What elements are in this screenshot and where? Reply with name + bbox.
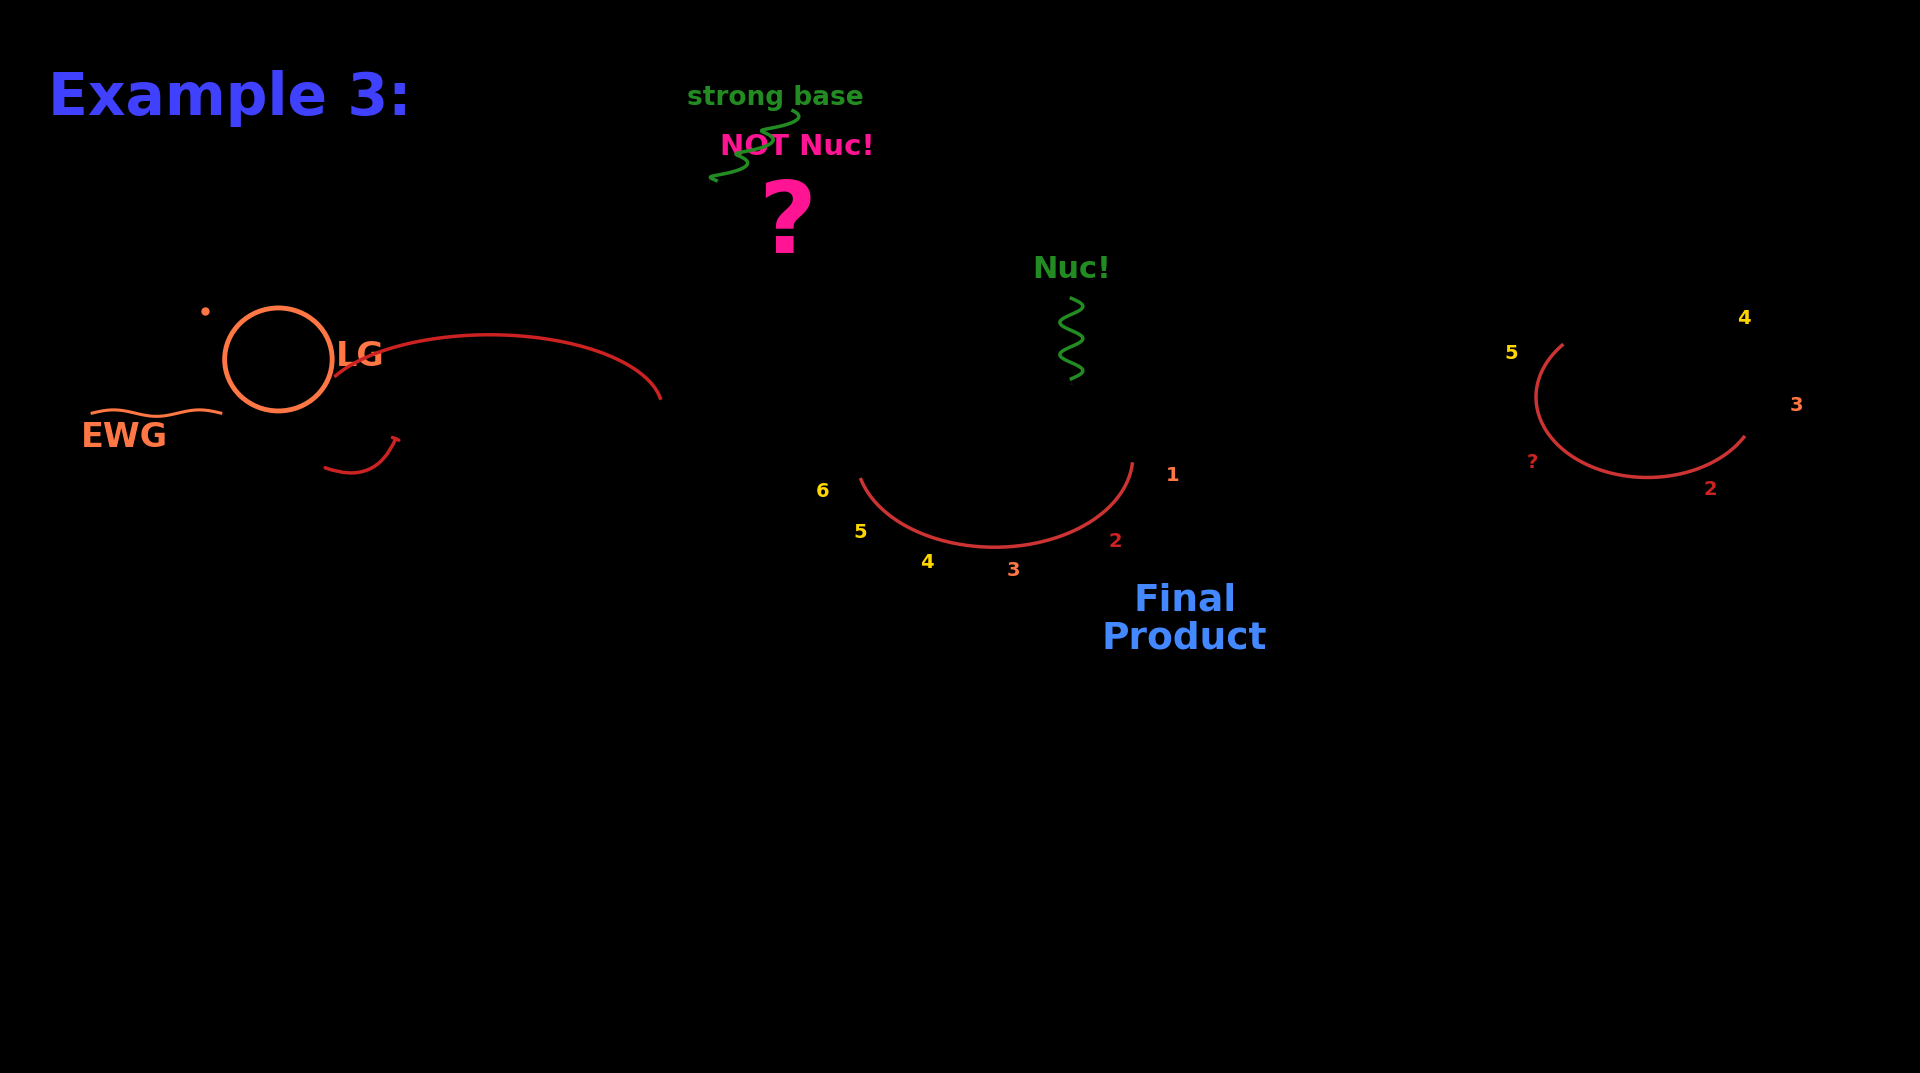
Text: ?: ? xyxy=(1526,453,1538,472)
Text: 3: 3 xyxy=(1789,396,1803,415)
Text: Final: Final xyxy=(1133,583,1236,619)
Text: Example 3:: Example 3: xyxy=(48,70,411,127)
Text: 5: 5 xyxy=(854,524,868,542)
Text: LG: LG xyxy=(336,340,384,372)
Text: Nuc!: Nuc! xyxy=(1031,255,1112,284)
Text: EWG: EWG xyxy=(81,422,167,454)
Text: 4: 4 xyxy=(920,553,933,572)
Text: 6: 6 xyxy=(816,482,829,501)
Text: ?: ? xyxy=(758,177,816,274)
Text: 5: 5 xyxy=(1505,344,1519,364)
Text: 1: 1 xyxy=(1165,467,1179,485)
Text: strong base: strong base xyxy=(687,85,864,111)
Text: Product: Product xyxy=(1102,620,1267,657)
Text: 2: 2 xyxy=(1108,532,1121,550)
Text: 3: 3 xyxy=(1006,561,1020,579)
Text: NOT Nuc!: NOT Nuc! xyxy=(720,133,876,161)
Text: 4: 4 xyxy=(1738,309,1751,328)
Text: 2: 2 xyxy=(1703,480,1718,499)
